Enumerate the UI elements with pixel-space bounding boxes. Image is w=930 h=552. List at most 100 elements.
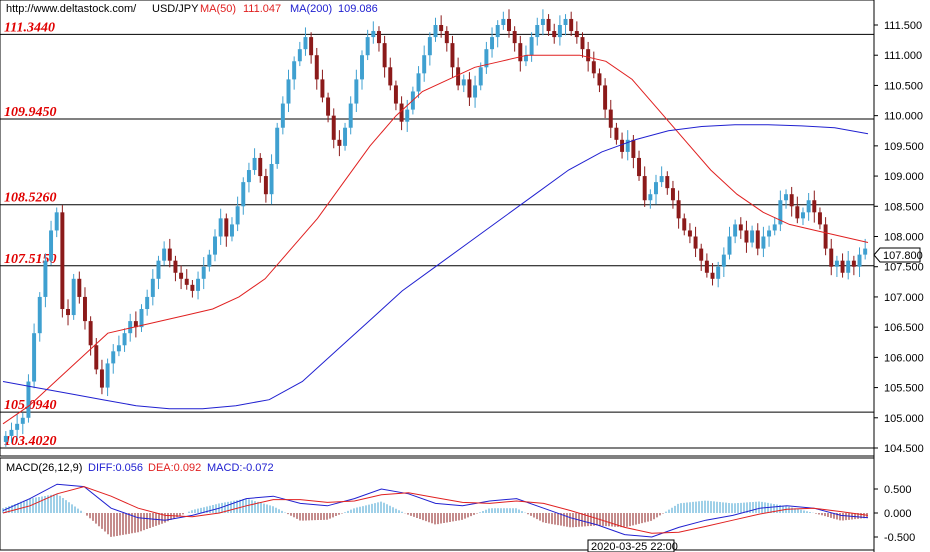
candle-body [427, 37, 432, 56]
macd-diff: DIFF:0.056 [88, 462, 143, 474]
price-tick-label: 107.000 [884, 292, 924, 304]
candle-body [851, 260, 856, 267]
candle-body [801, 212, 805, 219]
candle-body [659, 176, 664, 183]
candle-body [9, 429, 14, 436]
candle-body [20, 417, 25, 424]
candle-body [139, 309, 144, 328]
candle-body [179, 272, 184, 279]
candle-body [422, 55, 427, 74]
candle-body [473, 85, 478, 98]
price-tick-label: 108.500 [884, 201, 924, 213]
candle-body [461, 79, 466, 86]
candle-body [229, 224, 234, 237]
candle-body [654, 182, 658, 195]
candle-body [557, 25, 562, 38]
level-label: 111.3440 [4, 20, 55, 35]
candle-body [535, 25, 540, 38]
candle-body [761, 236, 766, 249]
ma50-label: MA(50) [200, 3, 236, 15]
candle-body [399, 103, 404, 122]
macd-tick-label: 0.500 [884, 484, 912, 496]
candle-body [71, 278, 76, 316]
ma200-value: 109.086 [338, 3, 378, 15]
candle-body [150, 278, 155, 297]
candle-body [456, 67, 461, 86]
candle-body [507, 18, 511, 32]
candle-body [213, 236, 217, 255]
candle-body [716, 266, 721, 279]
candle-body [32, 333, 37, 382]
candle-body [834, 260, 839, 267]
candle-body [99, 369, 104, 388]
price-tick-label: 105.500 [884, 383, 924, 395]
candle-body [94, 345, 99, 370]
candle-body [128, 321, 133, 334]
candle-body [687, 230, 692, 237]
candle-body [795, 206, 800, 219]
candle-body [116, 345, 121, 352]
candle-body [3, 435, 8, 442]
price-tick-label: 111.500 [884, 20, 922, 32]
candle-body [648, 194, 653, 201]
level-label: 109.9450 [4, 105, 57, 120]
candle-body [280, 103, 285, 128]
time-cursor: 2020-03-25 22:00 [591, 541, 678, 552]
candle-body [286, 79, 291, 104]
candle-body [444, 31, 449, 44]
candle-body [552, 31, 557, 38]
candle-body [812, 200, 817, 213]
candle-body [625, 139, 630, 152]
price-tick-label: 109.000 [884, 171, 924, 183]
candle-body [263, 176, 268, 195]
candle-body [693, 236, 698, 249]
candle-body [784, 194, 789, 201]
candle-body [738, 224, 743, 231]
candle-body [26, 381, 31, 418]
candle-body [218, 218, 223, 237]
candle-body [269, 163, 274, 195]
macd-title: MACD(26,12,9) [6, 462, 82, 474]
candle-body [156, 260, 161, 279]
candle-body [167, 248, 172, 261]
price-axis: 111.500 111.000 110.500 110.000 109.500 109.0… [874, 20, 924, 455]
candle-body [608, 109, 613, 128]
candle-body [145, 296, 150, 310]
candle-body [823, 224, 828, 249]
price-tick-label: 110.500 [884, 80, 923, 92]
candle-body [501, 18, 506, 25]
candle-body [699, 248, 704, 261]
symbol-label: USD/JPY [152, 3, 199, 15]
candle-body [817, 212, 822, 225]
ma50-line [2, 54, 869, 425]
candle-body [258, 157, 263, 177]
candle-body [857, 254, 862, 267]
candle-body [60, 212, 65, 310]
candle-body [750, 230, 755, 243]
candlesticks [3, 9, 868, 447]
candle-body [704, 260, 709, 273]
ma50-value: 111.047 [243, 3, 281, 15]
candle-body [631, 139, 636, 158]
candle-body [439, 25, 444, 32]
candle-body [523, 55, 528, 62]
macd-indicator: 0.500 0.000 -0.500 [2, 483, 915, 544]
price-tick-label: 106.500 [884, 322, 924, 334]
candle-body [405, 109, 410, 122]
candle-body [490, 37, 495, 50]
candle-body [682, 218, 687, 231]
candle-body [376, 31, 381, 44]
candle-body [173, 260, 178, 273]
macd-diff-line [2, 483, 869, 538]
candle-body [433, 25, 438, 38]
candle-body [467, 79, 472, 98]
candle-body [495, 25, 500, 38]
price-panel[interactable] [0, 0, 875, 457]
candle-body [744, 230, 749, 243]
candle-body [190, 284, 195, 291]
candle-body [207, 254, 212, 267]
candle-body [184, 278, 189, 285]
candle-body [597, 73, 602, 86]
candle-body [133, 321, 138, 328]
